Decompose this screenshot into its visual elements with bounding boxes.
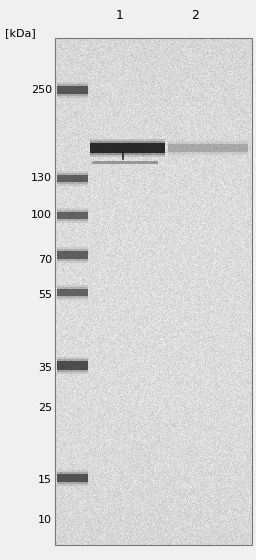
Bar bbox=[57, 212, 88, 218]
Text: 15: 15 bbox=[38, 475, 52, 485]
Bar bbox=[57, 357, 88, 374]
Text: 10: 10 bbox=[38, 515, 52, 525]
Bar bbox=[57, 361, 88, 370]
Bar bbox=[57, 474, 88, 482]
Bar bbox=[57, 358, 88, 371]
Bar bbox=[168, 140, 248, 156]
Bar bbox=[57, 284, 88, 300]
Bar bbox=[57, 208, 88, 222]
Text: 25: 25 bbox=[38, 403, 52, 413]
Bar bbox=[57, 86, 88, 94]
Bar bbox=[57, 82, 88, 98]
Bar bbox=[57, 470, 88, 486]
Bar bbox=[57, 247, 88, 263]
Bar bbox=[92, 161, 158, 164]
Text: 100: 100 bbox=[31, 210, 52, 220]
Text: 70: 70 bbox=[38, 255, 52, 265]
Bar bbox=[57, 472, 88, 484]
Bar bbox=[90, 139, 165, 157]
Text: 130: 130 bbox=[31, 173, 52, 183]
Bar bbox=[57, 287, 88, 297]
Text: [kDa]: [kDa] bbox=[5, 28, 36, 38]
Text: 1: 1 bbox=[116, 9, 124, 22]
Bar bbox=[57, 288, 88, 296]
Bar bbox=[57, 249, 88, 261]
Text: 35: 35 bbox=[38, 363, 52, 373]
Bar bbox=[57, 175, 88, 181]
Bar bbox=[57, 170, 88, 185]
Bar bbox=[90, 141, 165, 155]
Bar bbox=[57, 172, 88, 184]
Bar bbox=[55, 38, 252, 545]
Text: 2: 2 bbox=[191, 9, 199, 22]
Bar bbox=[57, 209, 88, 221]
Bar bbox=[168, 144, 248, 152]
Bar bbox=[57, 251, 88, 259]
Bar bbox=[57, 84, 88, 96]
Bar bbox=[90, 143, 165, 153]
Bar bbox=[168, 142, 248, 154]
Text: 250: 250 bbox=[31, 85, 52, 95]
Text: 55: 55 bbox=[38, 290, 52, 300]
